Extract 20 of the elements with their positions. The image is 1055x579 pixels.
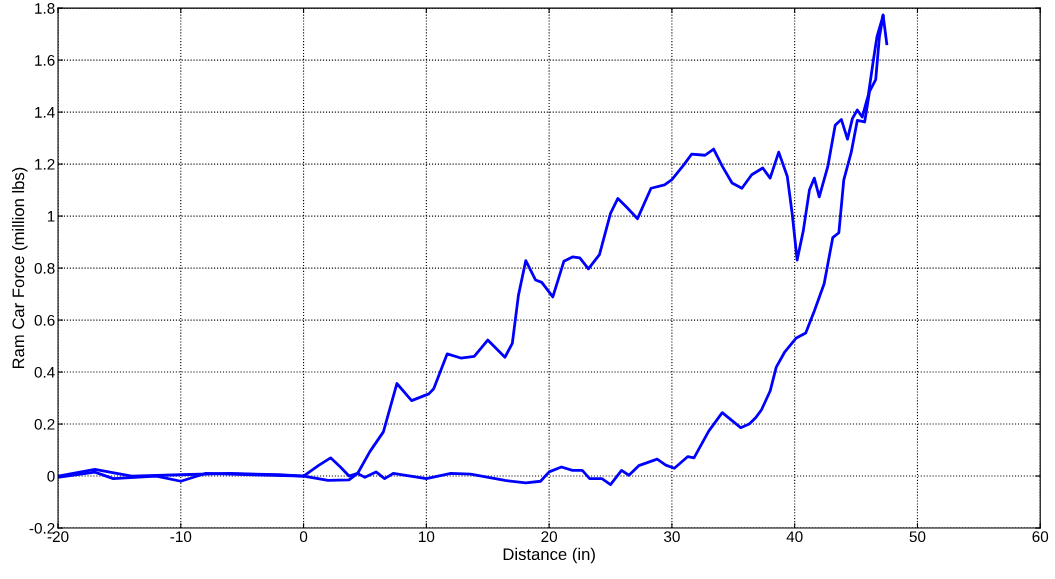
x-tick-label: 60: [1032, 531, 1049, 543]
y-axis-title: Ram Car Force (million lbs): [12, 167, 28, 369]
y-tick-label: 1.8: [35, 2, 55, 14]
y-tick-label: 1.2: [35, 158, 55, 170]
y-tick-label: 0.2: [34, 418, 55, 430]
x-tick-label: 30: [663, 531, 680, 543]
x-tick-label: -10: [170, 531, 192, 543]
x-tick-label: 50: [909, 531, 926, 543]
y-tick-label: 0.6: [34, 314, 55, 326]
y-tick-label: 0: [47, 470, 55, 482]
x-tick-label: 40: [786, 531, 803, 543]
x-tick-label: 10: [419, 531, 435, 543]
y-tick-label: 1.4: [35, 107, 55, 118]
y-tick-label: 1.6: [35, 54, 55, 66]
x-tick-label: 0: [299, 531, 308, 543]
x-axis-title: Distance (in): [503, 547, 595, 564]
y-tick-label: 0.8: [34, 262, 55, 274]
x-tick-label: 20: [541, 531, 558, 543]
y-tick-label: 1: [47, 211, 55, 222]
y-tick-label: 0.4: [34, 366, 55, 378]
